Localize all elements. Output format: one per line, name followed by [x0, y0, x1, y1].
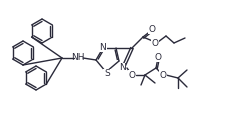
Text: O: O	[152, 39, 158, 47]
Text: O: O	[154, 52, 161, 61]
Text: O: O	[149, 25, 156, 34]
Text: O: O	[160, 71, 167, 80]
Text: N: N	[119, 63, 125, 72]
Text: NH: NH	[71, 54, 85, 62]
Text: S: S	[104, 70, 110, 78]
Text: O: O	[129, 71, 136, 80]
Text: N: N	[100, 42, 106, 51]
